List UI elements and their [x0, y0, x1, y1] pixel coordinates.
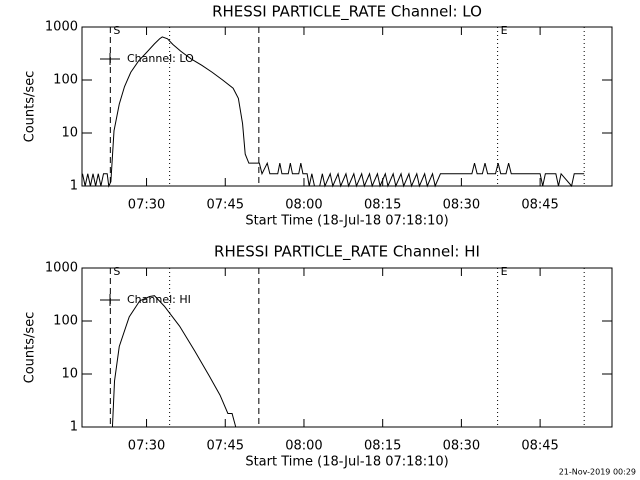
data-line	[111, 295, 237, 428]
chart-title: RHESSI PARTICLE_RATE Channel: LO	[212, 3, 482, 22]
y-tick-label: 1	[70, 179, 78, 194]
x-tick-label: 08:15	[364, 439, 401, 454]
plot-frame	[81, 26, 613, 187]
x-tick-label: 08:15	[364, 198, 401, 213]
y-tick-label: 100	[53, 73, 78, 88]
y-axis-label: Counts/sec	[23, 71, 38, 143]
x-tick-label: 08:00	[285, 439, 322, 454]
marker-label: E	[501, 24, 508, 37]
x-tick-label: 08:45	[521, 198, 558, 213]
legend-label: Channel: LO	[127, 52, 194, 65]
x-tick-label: 08:00	[285, 198, 322, 213]
legend-label: Channel: HI	[127, 293, 191, 306]
x-axis-label: Start Time (18-Jul-18 07:18:10)	[245, 455, 448, 470]
marker-label: S	[113, 24, 120, 37]
x-axis-label: Start Time (18-Jul-18 07:18:10)	[245, 214, 448, 229]
x-tick-label: 07:30	[128, 198, 165, 213]
x-tick-label: 08:45	[521, 439, 558, 454]
marker-label: S	[113, 265, 120, 278]
y-tick-label: 10	[61, 126, 78, 141]
y-tick-label: 100	[53, 314, 78, 329]
y-tick-label: 1	[70, 420, 78, 435]
chart-title: RHESSI PARTICLE_RATE Channel: HI	[214, 243, 480, 262]
x-tick-label: 08:30	[443, 439, 480, 454]
y-tick-label: 1000	[45, 261, 78, 276]
y-tick-label: 10	[61, 367, 78, 382]
plot-frame	[81, 267, 613, 428]
marker-label: E	[501, 265, 508, 278]
x-tick-label: 07:45	[207, 198, 244, 213]
x-tick-label: 07:45	[207, 439, 244, 454]
data-line	[82, 36, 585, 188]
x-tick-label: 07:30	[128, 439, 165, 454]
footer: 21-Nov-2019 00:29	[559, 468, 636, 477]
y-tick-label: 1000	[45, 20, 78, 35]
y-axis-label: Counts/sec	[23, 312, 38, 384]
x-tick-label: 08:30	[443, 198, 480, 213]
